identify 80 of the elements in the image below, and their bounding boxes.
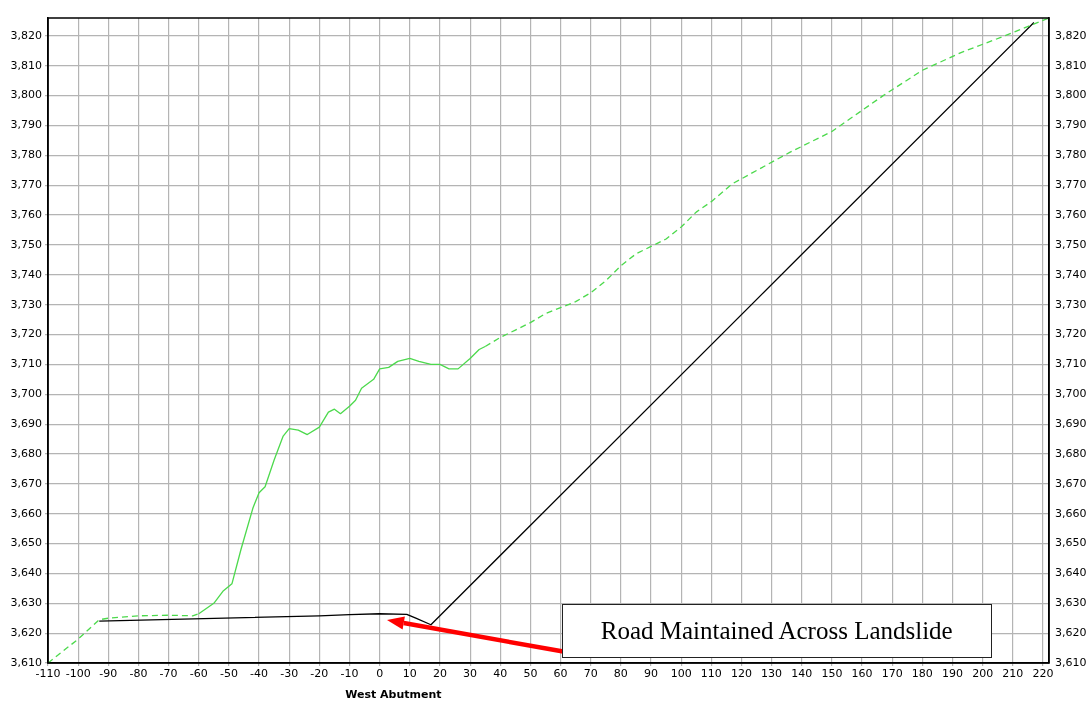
y-tick-label: 3,730: [10, 297, 42, 311]
y-tick-label: 3,690: [10, 416, 42, 430]
y2-tick-label: 3,710: [1055, 357, 1087, 371]
y-tick-label: 3,660: [10, 506, 42, 520]
x-tick-label: 40: [493, 667, 508, 681]
x-tick-label: -100: [65, 667, 91, 681]
x-tick-label: 0: [376, 667, 384, 681]
x-tick-label: 160: [851, 667, 873, 681]
x-tick-label: -70: [159, 667, 178, 681]
y-tick-label: 3,680: [10, 446, 42, 460]
y2-tick-label: 3,660: [1055, 506, 1087, 520]
y-tick-label: 3,770: [10, 178, 42, 192]
x-tick-label: 110: [700, 667, 722, 681]
y2-tick-label: 3,610: [1055, 655, 1087, 669]
x-tick-label: 120: [730, 667, 752, 681]
x-tick-label: 100: [670, 667, 692, 681]
y-tick-label: 3,820: [10, 28, 42, 42]
y2-tick-label: 3,760: [1055, 207, 1087, 221]
y2-tick-label: 3,720: [1055, 327, 1087, 341]
y2-tick-label: 3,650: [1055, 536, 1087, 550]
y2-tick-label: 3,640: [1055, 566, 1087, 580]
x-tick-label: 200: [972, 667, 994, 681]
x-tick-label: -10: [340, 667, 359, 681]
y-tick-label: 3,700: [10, 387, 42, 401]
x-tick-label: 90: [644, 667, 659, 681]
y2-tick-label: 3,670: [1055, 476, 1087, 490]
y2-tick-label: 3,700: [1055, 387, 1087, 401]
y-tick-label: 3,610: [10, 655, 42, 669]
x-tick-label: -50: [219, 667, 238, 681]
y2-tick-label: 3,690: [1055, 416, 1087, 430]
x-tick-label: 190: [942, 667, 964, 681]
y-tick-label: 3,780: [10, 148, 42, 162]
x-tick-label: -110: [35, 667, 61, 681]
y-tick-label: 3,710: [10, 357, 42, 371]
x-tick-label: -20: [310, 667, 329, 681]
x-tick-label: 150: [821, 667, 843, 681]
y2-tick-label: 3,750: [1055, 237, 1087, 251]
y-tick-label: 3,640: [10, 566, 42, 580]
y-tick-label: 3,810: [10, 58, 42, 72]
x-tick-label: 20: [432, 667, 447, 681]
y-tick-label: 3,790: [10, 118, 42, 132]
y-tick-label: 3,760: [10, 207, 42, 221]
y2-tick-label: 3,790: [1055, 118, 1087, 132]
x-tick-label: 10: [402, 667, 417, 681]
y2-tick-label: 3,680: [1055, 446, 1087, 460]
x-axis-title: West Abutment: [345, 688, 442, 701]
y-tick-label: 3,650: [10, 536, 42, 550]
y2-tick-label: 3,780: [1055, 148, 1087, 162]
y2-tick-label: 3,630: [1055, 596, 1087, 610]
x-tick-label: 180: [911, 667, 933, 681]
x-tick-label: 70: [583, 667, 598, 681]
x-tick-label: 220: [1032, 667, 1054, 681]
y2-tick-label: 3,800: [1055, 88, 1087, 102]
y-tick-label: 3,630: [10, 596, 42, 610]
y2-tick-label: 3,810: [1055, 58, 1087, 72]
x-tick-label: 80: [613, 667, 628, 681]
x-tick-label: 60: [553, 667, 568, 681]
y2-tick-label: 3,730: [1055, 297, 1087, 311]
y-tick-label: 3,620: [10, 626, 42, 639]
y-tick-label: 3,740: [10, 267, 42, 281]
x-tick-label: -90: [99, 667, 118, 681]
x-tick-label: 130: [761, 667, 783, 681]
y2-tick-label: 3,620: [1055, 626, 1087, 639]
y-tick-label: 3,800: [10, 88, 42, 102]
x-tick-label: -60: [189, 667, 208, 681]
y-tick-label: 3,670: [10, 476, 42, 490]
x-tick-label: 170: [881, 667, 903, 681]
y2-tick-label: 3,770: [1055, 178, 1087, 192]
x-tick-label: -80: [129, 667, 148, 681]
y2-tick-label: 3,820: [1055, 28, 1087, 42]
x-tick-label: -30: [280, 667, 299, 681]
annotation: Road Maintained Across Landslide: [561, 604, 992, 658]
y-tick-label: 3,720: [10, 327, 42, 341]
x-tick-label: 50: [523, 667, 538, 681]
y-tick-label: 3,750: [10, 237, 42, 251]
x-tick-label: 140: [791, 667, 813, 681]
x-tick-label: -40: [250, 667, 269, 681]
y2-tick-label: 3,740: [1055, 267, 1087, 281]
x-tick-label: 210: [1002, 667, 1024, 681]
x-tick-label: 30: [463, 667, 478, 681]
